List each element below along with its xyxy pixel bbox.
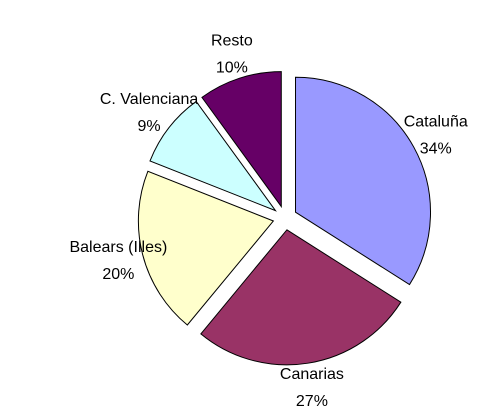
slice-label: Canarias <box>280 366 344 383</box>
slice-label: C. Valenciana <box>100 91 199 108</box>
slice-value-label: 9% <box>138 118 161 135</box>
pie-slice <box>137 170 275 326</box>
slice-label: Resto <box>211 33 253 50</box>
pie-slice <box>149 100 277 212</box>
pie-slice <box>295 76 432 286</box>
slice-value-label: 20% <box>102 266 134 283</box>
slice-label: Cataluña <box>404 113 468 130</box>
slice-label: Balears (Illes) <box>69 239 167 256</box>
pie-slice <box>201 71 282 209</box>
slice-value-label: 34% <box>420 140 452 157</box>
slice-value-label: 10% <box>216 60 248 77</box>
slice-value-label: 27% <box>296 393 328 410</box>
pie-slice <box>200 229 402 366</box>
